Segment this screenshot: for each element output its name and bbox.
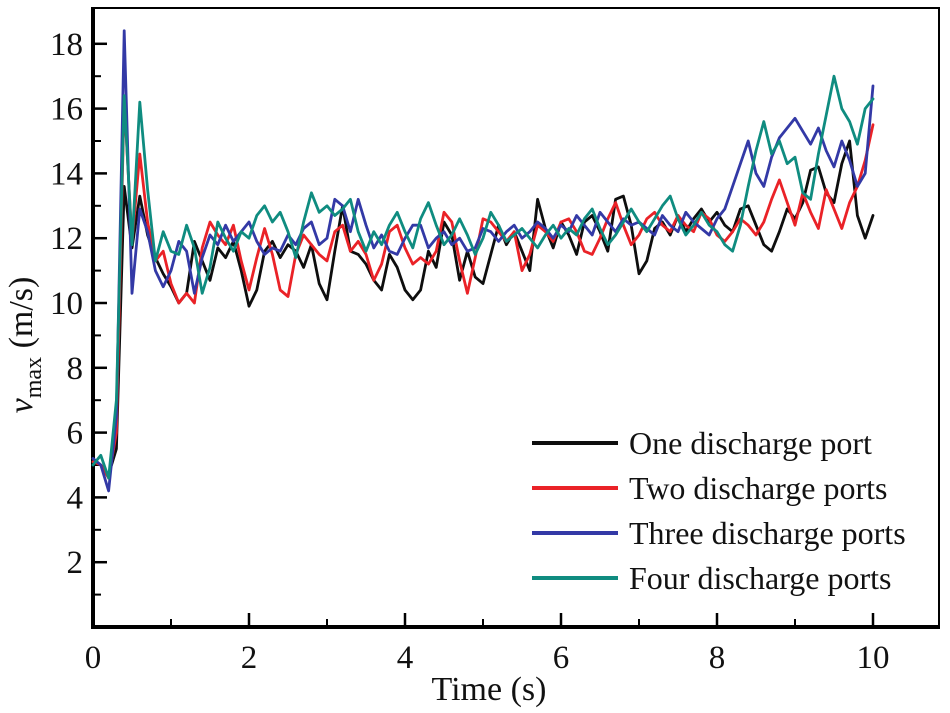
legend-line-sample-one — [532, 440, 618, 445]
y-tick-label: 8 — [67, 351, 84, 387]
y-tick-label: 10 — [50, 286, 83, 322]
legend-label: Three discharge ports — [629, 514, 906, 551]
y-tick-label: 12 — [50, 221, 83, 257]
legend-label: One discharge port — [629, 424, 872, 461]
legend-line-sample-two — [532, 485, 618, 490]
x-axis-title: Time (s) — [432, 671, 547, 708]
legend-entry-four-discharge-ports: Four discharge ports — [532, 555, 906, 600]
tick-labels: 0 2 4 6 8 10 2 4 6 8 10 12 14 16 18 — [50, 27, 890, 676]
y-tick-label: 16 — [50, 92, 83, 128]
plot-border — [91, 7, 940, 629]
x-tick-label: 4 — [397, 640, 414, 676]
legend-entry-two-discharge-ports: Two discharge ports — [532, 465, 906, 510]
y-tick-label: 2 — [67, 545, 84, 581]
y-axis-title: vmax (m/s) — [3, 277, 47, 414]
x-tick-label: 2 — [241, 640, 258, 676]
legend-entry-three-discharge-ports: Three discharge ports — [532, 510, 906, 555]
y-tick-label: 4 — [67, 480, 84, 516]
y-tick-label: 6 — [67, 416, 84, 452]
legend-label: Two discharge ports — [629, 469, 888, 506]
y-tick-label: 18 — [50, 27, 83, 63]
axis-ticks — [91, 42, 875, 627]
legend-label: Four discharge ports — [629, 559, 892, 596]
series-line-two_ports — [91, 97, 875, 480]
x-tick-label: 0 — [85, 640, 102, 676]
series-line-four_ports — [91, 74, 875, 480]
x-tick-label: 6 — [553, 640, 570, 676]
x-tick-label: 10 — [857, 640, 890, 676]
legend-line-sample-three — [532, 530, 618, 535]
legend: One discharge port Two discharge ports T… — [532, 420, 906, 600]
series-lines — [91, 29, 875, 493]
y-tick-label: 14 — [50, 156, 83, 192]
legend-entry-one-discharge-port: One discharge port — [532, 420, 906, 465]
x-tick-label: 8 — [709, 640, 726, 676]
legend-line-sample-four — [532, 575, 618, 580]
